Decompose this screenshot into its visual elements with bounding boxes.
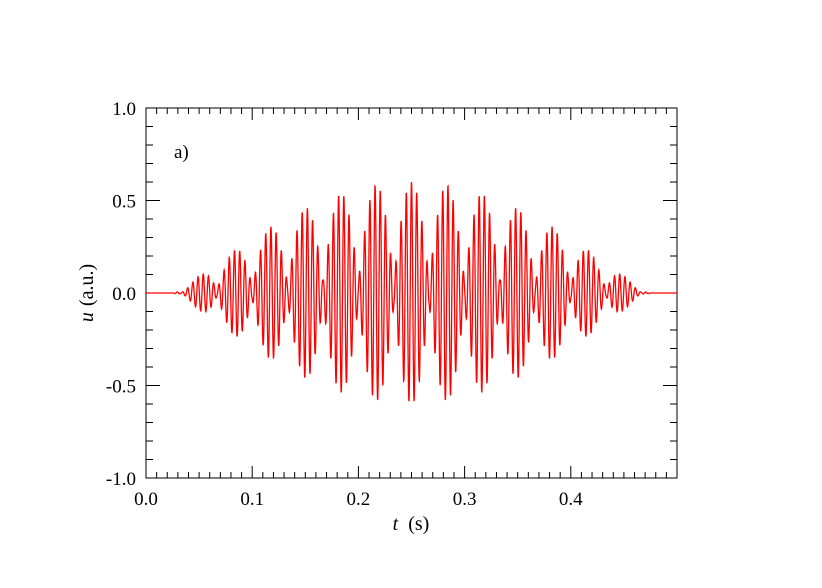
panel-label: a) — [174, 142, 189, 163]
signal-line — [146, 181, 677, 402]
x-tick-label: 0.3 — [453, 489, 477, 510]
y-axis-symbol: u — [76, 312, 98, 322]
x-axis-symbol: t — [393, 513, 399, 535]
y-axis-unit: (a.u.) — [76, 264, 98, 306]
x-tick-label: 0.2 — [347, 489, 371, 510]
y-tick-label: -1.0 — [106, 469, 136, 490]
x-tick-label: 0.4 — [559, 489, 583, 510]
axis-ticks — [145, 107, 678, 479]
y-tick-label: 0.0 — [112, 284, 136, 305]
y-tick-label: -0.5 — [106, 377, 136, 398]
y-axis-label: u (a.u.) — [76, 264, 98, 322]
x-axis-unit: (s) — [408, 513, 429, 535]
y-tick-label: 1.0 — [112, 99, 136, 120]
y-tick-label: 0.5 — [112, 192, 136, 213]
axis-tick-labels: 0.0 0.1 0.2 0.3 0.4 1.0 0.5 0.0 -0.5 -1.0 — [106, 99, 583, 510]
x-tick-label: 0.1 — [240, 489, 264, 510]
x-tick-label: 0.0 — [134, 489, 158, 510]
x-axis-label: t (s) — [393, 513, 430, 535]
